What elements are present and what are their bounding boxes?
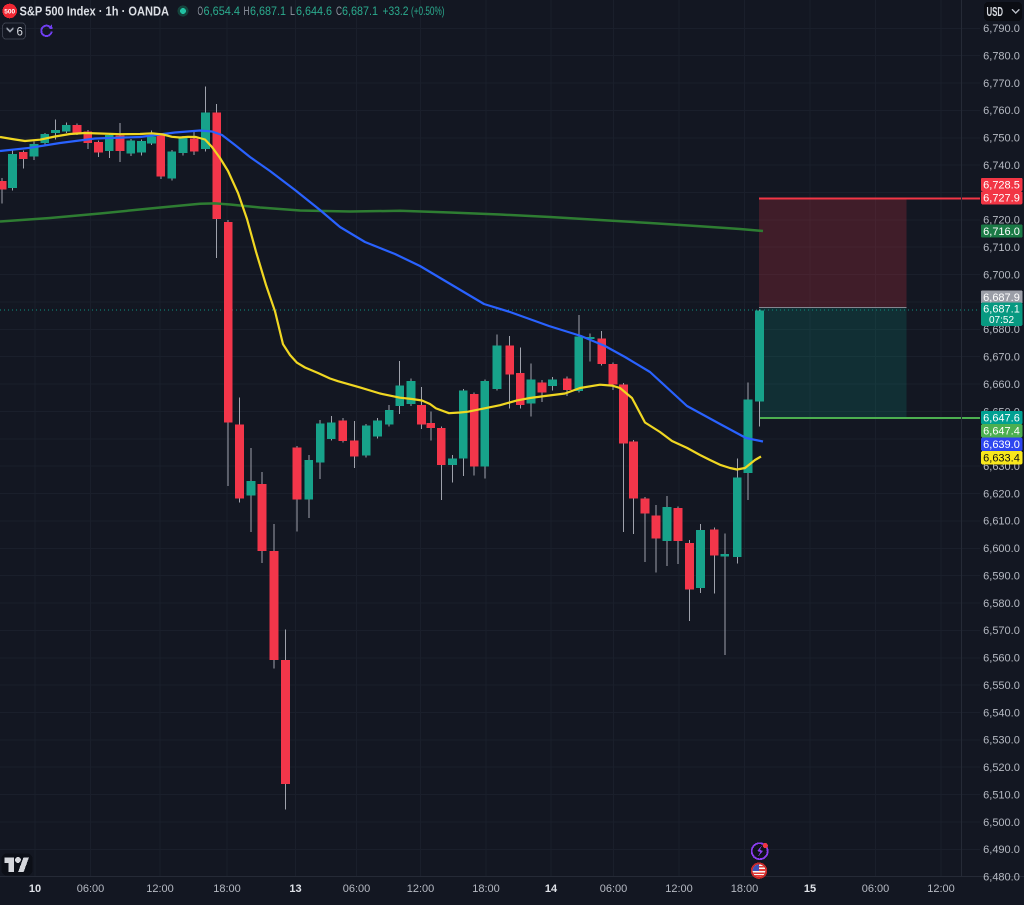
svg-text:O: O [198, 4, 204, 18]
svg-text:6,550.0: 6,550.0 [983, 680, 1020, 692]
svg-text:H: H [244, 4, 250, 18]
svg-text:6,647.4: 6,647.4 [983, 426, 1020, 438]
svg-text:6,770.0: 6,770.0 [983, 78, 1020, 90]
svg-text:500: 500 [4, 8, 15, 15]
svg-text:L: L [290, 4, 295, 18]
svg-text:+33.2: +33.2 [383, 4, 409, 18]
svg-text:14: 14 [545, 883, 558, 895]
svg-text:6,700.0: 6,700.0 [983, 269, 1020, 281]
svg-text:6,500.0: 6,500.0 [983, 817, 1020, 829]
svg-text:6,720.0: 6,720.0 [983, 215, 1020, 227]
svg-text:6,687.9: 6,687.9 [983, 292, 1020, 304]
svg-text:6,716.0: 6,716.0 [983, 226, 1020, 238]
svg-text:6,710.0: 6,710.0 [983, 242, 1020, 254]
svg-text:6,670.0: 6,670.0 [983, 352, 1020, 364]
svg-text:18:00: 18:00 [472, 883, 500, 895]
svg-text:6,687.1: 6,687.1 [342, 4, 378, 18]
svg-text:15: 15 [804, 883, 816, 895]
svg-text:07:52: 07:52 [989, 315, 1014, 326]
svg-text:12:00: 12:00 [927, 883, 955, 895]
svg-text:(+0.50%): (+0.50%) [411, 4, 445, 18]
svg-text:6,647.6: 6,647.6 [983, 412, 1020, 424]
svg-text:06:00: 06:00 [862, 883, 890, 895]
svg-text:06:00: 06:00 [343, 883, 371, 895]
svg-text:12:00: 12:00 [407, 883, 435, 895]
svg-text:C: C [336, 4, 342, 18]
svg-text:6,760.0: 6,760.0 [983, 105, 1020, 117]
svg-text:6,639.0: 6,639.0 [983, 439, 1020, 451]
svg-text:6,790.0: 6,790.0 [983, 23, 1020, 35]
svg-text:6,620.0: 6,620.0 [983, 488, 1020, 500]
svg-text:6: 6 [17, 27, 23, 39]
svg-text:6,540.0: 6,540.0 [983, 707, 1020, 719]
svg-text:12:00: 12:00 [146, 883, 174, 895]
svg-text:USD: USD [987, 5, 1004, 19]
svg-text:12:00: 12:00 [665, 883, 693, 895]
svg-text:6,654.4: 6,654.4 [204, 4, 241, 18]
svg-text:6,680.0: 6,680.0 [983, 324, 1020, 336]
svg-text:6,520.0: 6,520.0 [983, 762, 1020, 774]
svg-text:6,490.0: 6,490.0 [983, 844, 1020, 856]
svg-text:6,728.5: 6,728.5 [983, 179, 1020, 191]
svg-text:13: 13 [289, 883, 301, 895]
svg-text:10: 10 [29, 883, 41, 895]
svg-text:6,687.1: 6,687.1 [983, 304, 1020, 316]
svg-text:6,750.0: 6,750.0 [983, 133, 1020, 145]
svg-text:6,580.0: 6,580.0 [983, 598, 1020, 610]
svg-text:18:00: 18:00 [213, 883, 241, 895]
svg-text:6,633.4: 6,633.4 [983, 453, 1020, 465]
svg-text:06:00: 06:00 [77, 883, 105, 895]
svg-text:6,740.0: 6,740.0 [983, 160, 1020, 172]
svg-text:6,660.0: 6,660.0 [983, 379, 1020, 391]
svg-text:6,780.0: 6,780.0 [983, 51, 1020, 63]
svg-text:06:00: 06:00 [600, 883, 628, 895]
svg-text:S&P 500 Index · 1h · OANDA: S&P 500 Index · 1h · OANDA [20, 4, 170, 19]
svg-text:6,590.0: 6,590.0 [983, 571, 1020, 583]
svg-text:6,530.0: 6,530.0 [983, 735, 1020, 747]
svg-text:18:00: 18:00 [731, 883, 759, 895]
svg-text:6,610.0: 6,610.0 [983, 516, 1020, 528]
svg-text:6,510.0: 6,510.0 [983, 789, 1020, 801]
svg-text:6,560.0: 6,560.0 [983, 653, 1020, 665]
svg-text:6,644.6: 6,644.6 [296, 4, 332, 18]
svg-text:6,480.0: 6,480.0 [983, 872, 1020, 884]
svg-text:6,727.9: 6,727.9 [983, 193, 1020, 205]
svg-text:6,570.0: 6,570.0 [983, 625, 1020, 637]
svg-text:6,687.1: 6,687.1 [250, 4, 286, 18]
svg-text:6,600.0: 6,600.0 [983, 543, 1020, 555]
